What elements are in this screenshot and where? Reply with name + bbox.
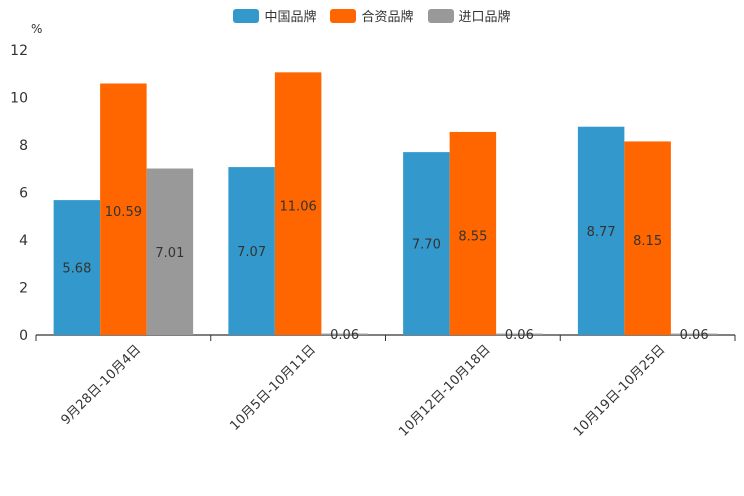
bar-data-label: 10.59	[105, 205, 142, 220]
legend-swatch-china	[233, 8, 260, 23]
bar	[670, 333, 718, 335]
bar	[146, 168, 194, 335]
bar	[403, 152, 450, 335]
bar	[274, 72, 322, 335]
bar-data-label: 7.01	[155, 246, 184, 261]
y-tick-label: 4	[19, 233, 28, 249]
y-tick-label: 6	[19, 186, 28, 202]
legend-swatch-jv	[330, 8, 357, 23]
bar-data-label: 0.06	[505, 328, 534, 343]
x-category-label: 10月5日-10月11日	[227, 342, 319, 434]
bar	[449, 131, 497, 335]
bar	[321, 333, 368, 335]
y-tick-label: 12	[10, 43, 28, 59]
legend-item-china[interactable]: 中国品牌	[233, 6, 316, 25]
bar	[228, 167, 275, 335]
bar-data-label: 8.55	[458, 229, 487, 244]
legend-item-import[interactable]: 进口品牌	[427, 6, 511, 25]
legend-label-china: 中国品牌	[264, 10, 317, 25]
bar	[53, 200, 101, 335]
y-tick-label: 10	[10, 91, 28, 107]
bar-data-label: 5.68	[62, 262, 91, 277]
x-category-label: 9月28日-10月4日	[58, 342, 144, 428]
bar-data-label: 8.15	[633, 234, 662, 249]
bar	[577, 126, 625, 336]
bar-data-label: 7.70	[412, 238, 441, 253]
bar-data-label: 11.06	[280, 200, 317, 215]
y-tick-label: 2	[19, 281, 28, 297]
bar	[624, 141, 671, 335]
legend-item-jv[interactable]: 合资品牌	[330, 6, 414, 25]
bar-data-label: 0.06	[330, 328, 359, 343]
chart-legend: 中国品牌 合资品牌 进口品牌	[0, 6, 744, 25]
bar	[496, 333, 543, 335]
legend-swatch-import	[427, 8, 454, 23]
legend-label-import: 进口品牌	[458, 10, 511, 25]
x-category-label: 10月12日-10月18日	[396, 342, 493, 439]
legend-label-jv: 合资品牌	[361, 10, 414, 25]
bar-data-label: 8.77	[587, 225, 616, 240]
y-tick-label: 8	[19, 138, 28, 154]
bar	[100, 83, 147, 335]
y-tick-label: 0	[19, 328, 28, 344]
bar-data-label: 7.07	[237, 245, 266, 260]
bar-data-label: 0.06	[680, 328, 709, 343]
x-category-label: 10月19日-10月25日	[571, 342, 668, 439]
y-axis-unit-label: %	[31, 22, 42, 36]
